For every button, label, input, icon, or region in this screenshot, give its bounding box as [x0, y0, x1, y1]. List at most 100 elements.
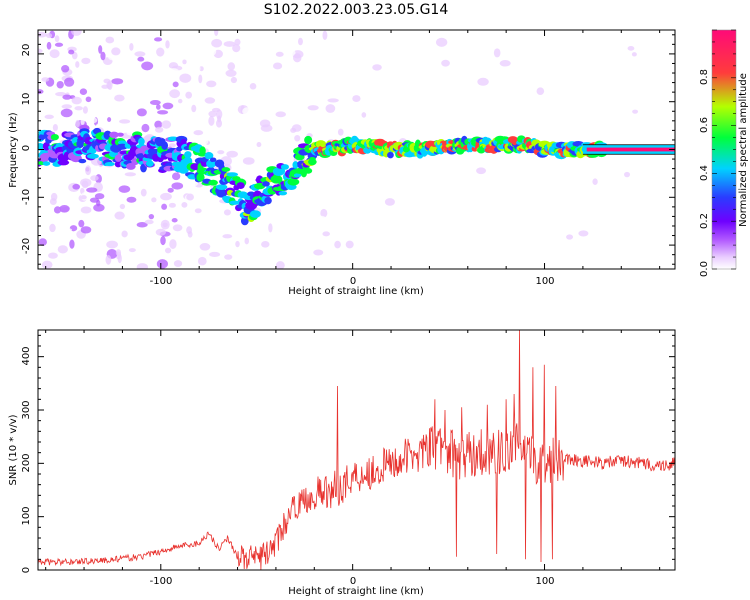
spectrogram-cell	[156, 47, 165, 57]
spectrogram-cell	[164, 247, 172, 254]
x-tick-label: -100	[150, 276, 173, 287]
spectrogram-cell	[235, 240, 240, 248]
spectrogram-cell	[64, 77, 75, 87]
spectrogram-cell	[106, 100, 115, 108]
spectrogram-cell	[106, 81, 112, 90]
spectrogram-cell	[109, 131, 119, 139]
spectrogram-cell	[44, 114, 54, 120]
spectrogram-cell	[387, 189, 398, 195]
spectrogram-cell	[207, 46, 217, 56]
spectrogram-cell	[69, 239, 75, 249]
spectrogram-cell	[86, 187, 98, 193]
spectrogram-cell	[191, 104, 197, 113]
spectrogram-cell	[261, 241, 270, 248]
spectrogram-cell	[327, 98, 339, 103]
y-tick-label: 0	[21, 145, 32, 151]
colorbar-tick-label: 0.6	[699, 117, 710, 133]
spectrogram-cell	[287, 178, 300, 186]
spectrogram-cell	[89, 216, 100, 222]
spectrogram-cell	[352, 95, 361, 103]
spectrogram-cell	[476, 167, 487, 175]
spectrogram-cell	[85, 165, 92, 176]
spectrogram-cell	[85, 96, 92, 103]
y-tick-label: 100	[21, 506, 32, 525]
spectrogram-cell	[361, 112, 367, 118]
spectrogram-cell	[230, 76, 238, 84]
spectrogram-cell	[435, 37, 448, 47]
spectrogram-cell	[136, 108, 147, 117]
spectrogram-cell	[176, 146, 183, 152]
spectrogram-cell	[337, 128, 344, 136]
spectrogram-cell	[190, 112, 197, 121]
spectrogram-cell	[111, 47, 121, 56]
spectrogram-cell	[384, 198, 395, 206]
colorbar-tick-label: 0.0	[699, 261, 710, 277]
spectrogram-cell	[81, 57, 91, 65]
spectrogram-cell	[79, 88, 88, 96]
spectrogram-cell	[337, 36, 346, 45]
spectrogram-cell	[249, 83, 257, 90]
spectrogram-cell	[282, 148, 290, 158]
spectrogram-cell	[252, 59, 260, 70]
spectrogram-cell	[259, 119, 271, 128]
spectrogram-cell	[477, 77, 489, 86]
spectrogram-cell	[631, 52, 637, 57]
spectrogram-cell	[179, 91, 186, 96]
spectrogram-cell	[137, 56, 145, 62]
spectrogram-cell	[275, 261, 285, 269]
spectrogram-cell	[313, 249, 324, 256]
spectrogram-cell	[275, 111, 286, 118]
spectrogram-cell	[173, 260, 183, 268]
spectrogram-cell	[337, 211, 350, 218]
spectrogram-cell	[284, 49, 296, 57]
spectrogram-cell	[38, 143, 44, 151]
spectrogram-cell	[289, 105, 294, 116]
spectrogram-cell	[232, 44, 241, 53]
spectrogram-cell	[536, 87, 545, 95]
spectrogram-cell	[169, 89, 181, 99]
spectrogram-cell	[209, 238, 219, 247]
spectrogram-cell	[304, 135, 313, 145]
spectrogram-cell	[106, 240, 118, 249]
spectrogram-cell	[54, 42, 64, 47]
spectrogram-cell	[105, 36, 115, 44]
spectrogram-cell	[141, 61, 154, 71]
spectrogram-cell	[168, 202, 176, 208]
spectrogram-cell	[226, 172, 239, 177]
spectrogram-cell	[121, 230, 128, 238]
spectrogram-cell	[227, 62, 236, 71]
spectrogram-cell	[111, 78, 124, 85]
spectrogram-cell	[339, 171, 349, 179]
spectrogram-cell	[231, 108, 238, 115]
spectrogram-cell	[162, 222, 168, 228]
spectrogram-cell	[38, 89, 44, 95]
spectrogram-cell	[95, 123, 108, 129]
spectrogram-cell	[224, 254, 233, 260]
spectrogram-cell	[437, 133, 449, 140]
y-tick-label: 300	[21, 400, 32, 419]
spectrogram-cell	[114, 211, 125, 220]
spectrogram-cell	[290, 127, 297, 133]
spectrogram-cell	[61, 227, 73, 233]
spectrogram-cell	[84, 136, 93, 145]
spectrogram-cell	[272, 62, 283, 70]
spectrogram-cell	[181, 202, 188, 208]
spectrogram-cell	[41, 77, 50, 82]
spectrogram-cell	[627, 46, 635, 51]
spectrogram-cell	[320, 208, 328, 218]
spectrogram-cell	[46, 33, 53, 39]
spectrogram-cell	[307, 105, 319, 111]
spectrogram-cell	[38, 238, 47, 246]
spectrogram-cell	[201, 103, 208, 111]
snr-ticks	[38, 330, 675, 571]
spectrogram-cell	[229, 200, 240, 205]
spectrogram-cell	[222, 234, 233, 239]
spectrogram-cell	[50, 133, 59, 141]
spectrogram-cell	[61, 65, 70, 73]
spectrogram-cell	[169, 239, 177, 250]
spectrogram-cell	[84, 67, 92, 73]
spectrogram-cell	[258, 251, 269, 258]
spectrogram-cells	[38, 30, 675, 269]
spectrogram-cell	[46, 41, 52, 50]
spectrogram-cell	[208, 179, 218, 186]
